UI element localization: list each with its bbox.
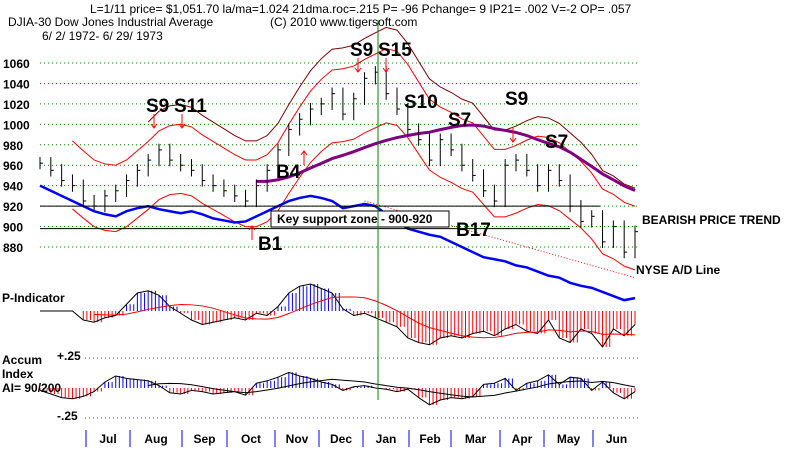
y-tick-label: 880 bbox=[3, 241, 23, 255]
lower-band bbox=[72, 122, 636, 271]
buy-arrow-icon bbox=[248, 225, 256, 240]
month-label: Dec bbox=[330, 432, 352, 446]
signal-s9: S9 bbox=[350, 40, 373, 61]
ma-line bbox=[256, 123, 636, 192]
y-tick-label: 920 bbox=[3, 200, 23, 214]
month-label: Jan bbox=[376, 432, 397, 446]
month-label: Sep bbox=[193, 432, 215, 446]
signal-s10: S10 bbox=[404, 92, 438, 113]
month-label: May bbox=[557, 432, 581, 446]
ad-trendline bbox=[364, 200, 636, 279]
sell-arrow-icon bbox=[354, 58, 362, 73]
copyright: (C) 2010 www.tigersoft.com bbox=[270, 15, 417, 29]
y-tick-label: 940 bbox=[3, 180, 23, 194]
sell-arrow-icon bbox=[509, 128, 517, 143]
month-label: Jun bbox=[606, 432, 627, 446]
y-tick-label: 900 bbox=[3, 221, 23, 235]
upper-band bbox=[72, 48, 636, 207]
support-zone-label: Key support zone - 900-920 bbox=[277, 212, 433, 226]
signal-b1: B1 bbox=[258, 234, 283, 255]
signal-b17: B17 bbox=[456, 220, 491, 241]
chart-title: DJIA-30 Dow Jones Industrial Average bbox=[8, 15, 214, 29]
p-indicator-label: P-Indicator bbox=[2, 291, 65, 305]
p-indicator-ma bbox=[94, 296, 636, 339]
month-label: Jul bbox=[99, 432, 116, 446]
p-indicator-line bbox=[40, 283, 636, 348]
month-label: Oct bbox=[241, 432, 261, 446]
month-label: Feb bbox=[419, 432, 440, 446]
y-tick-label: 1000 bbox=[3, 118, 30, 132]
sell-arrow-icon bbox=[150, 114, 158, 129]
ai-label: AI= 90/200 bbox=[2, 381, 61, 395]
y-tick-label: 960 bbox=[3, 159, 23, 173]
y-tick-label: 980 bbox=[3, 139, 23, 153]
signal-s11: S11 bbox=[174, 96, 207, 117]
signal-s9: S9 bbox=[146, 96, 169, 117]
y-tick-label: 1060 bbox=[3, 57, 30, 71]
support-zone-box bbox=[270, 210, 450, 228]
ai-tick-bottom: -.25 bbox=[57, 409, 78, 423]
accum-index-ma bbox=[148, 378, 636, 398]
accum-label-2: Index bbox=[2, 367, 34, 381]
ai-tick-top: +.25 bbox=[57, 349, 81, 363]
trend-label: BEARISH PRICE TREND bbox=[642, 213, 781, 227]
accum-label-1: Accum bbox=[2, 353, 42, 367]
y-tick-label: 1020 bbox=[3, 98, 30, 112]
month-label: Aug bbox=[144, 432, 167, 446]
sell-arrow-icon bbox=[382, 58, 390, 73]
signal-b4: B4 bbox=[276, 162, 301, 183]
signal-s7: S7 bbox=[448, 110, 471, 131]
y-tick-label: 1040 bbox=[3, 77, 30, 91]
sell-arrow-icon bbox=[178, 114, 186, 129]
month-label: Apr bbox=[512, 432, 533, 446]
month-label: Nov bbox=[286, 432, 309, 446]
date-range: 6/ 2/ 1972- 6/ 29/ 1973 bbox=[42, 29, 163, 43]
signal-s7: S7 bbox=[545, 132, 568, 153]
accum-index-line bbox=[39, 371, 636, 406]
outer-upper-band bbox=[147, 26, 636, 189]
ad-label: NYSE A/D Line bbox=[636, 263, 721, 277]
buy-arrow-icon bbox=[300, 150, 308, 165]
header-stats: L=1/11 price= $1,051.70 la/ma=1.024 21dm… bbox=[90, 2, 631, 16]
signal-s15: S15 bbox=[378, 40, 412, 61]
ad-line bbox=[39, 184, 636, 302]
month-label: Mar bbox=[465, 432, 487, 446]
signal-s9: S9 bbox=[505, 89, 528, 110]
